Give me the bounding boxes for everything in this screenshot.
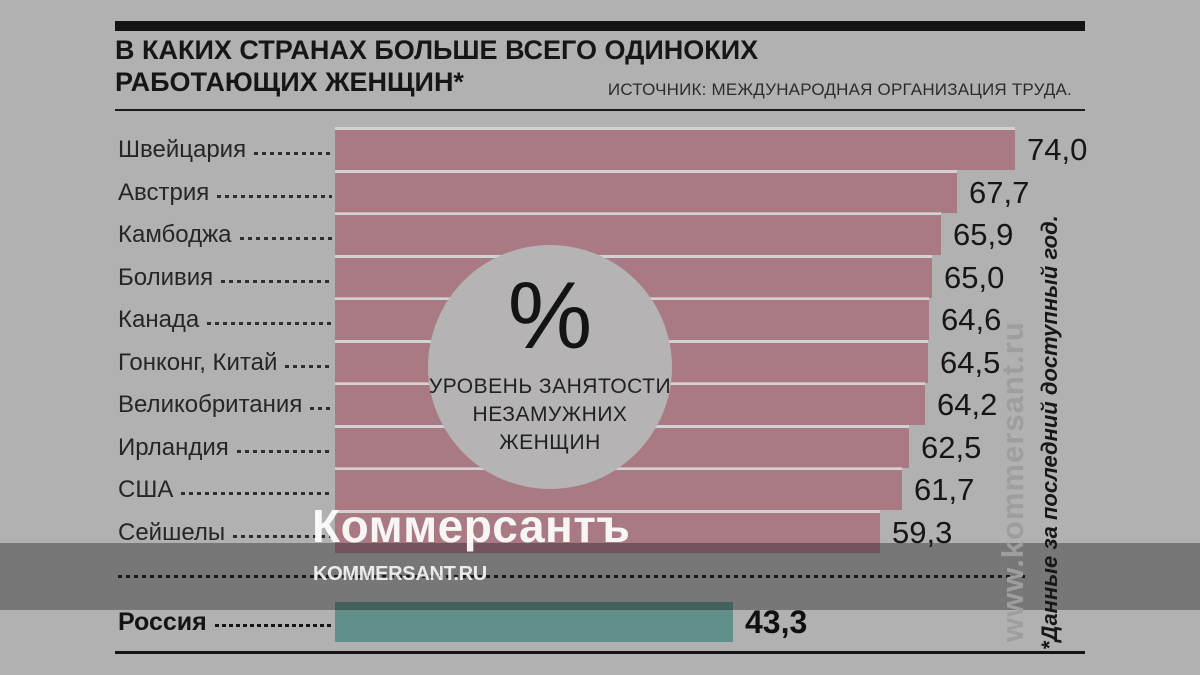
dotted-leader: [233, 535, 332, 538]
country-label: Боливия: [118, 264, 214, 291]
legend-circle: % УРОВЕНЬ ЗАНЯТОСТИ НЕЗАМУЖНИХ ЖЕНЩИН: [428, 245, 672, 489]
value-label: 65,0: [944, 260, 1005, 295]
dotted-leader: [236, 450, 332, 453]
row-label-area: Гонконг, Китай: [118, 343, 332, 383]
bottom-rule: [115, 651, 1085, 654]
country-label: Швейцария: [118, 136, 247, 163]
country-label: Гонконг, Китай: [118, 349, 278, 376]
page-title-line2: РАБОТАЮЩИХ ЖЕНЩИН*: [115, 67, 464, 97]
value-bar: [335, 215, 941, 255]
country-label: США: [118, 476, 174, 503]
legend-caption-line3: ЖЕНЩИН: [499, 431, 601, 454]
country-label: Великобритания: [118, 391, 303, 418]
footnote: *Данные за последний доступный год.: [1037, 215, 1062, 650]
row-label-area: США: [118, 470, 332, 510]
header-top-rule: [115, 21, 1085, 31]
value-label: 62,5: [921, 430, 982, 465]
value-label: 65,9: [953, 217, 1014, 252]
value-label: 67,7: [969, 175, 1030, 210]
value-label: 59,3: [892, 515, 953, 550]
percent-symbol: %: [507, 263, 593, 369]
legend-caption-line1: УРОВЕНЬ ЗАНЯТОСТИ: [428, 375, 672, 398]
row-label-area: Россия: [118, 602, 332, 642]
rank-gap-dotted-line: [118, 575, 1025, 578]
chart-row: США 61,7: [115, 470, 1085, 510]
value-bar: [335, 173, 957, 213]
chart-row: Австрия 67,7: [115, 173, 1085, 213]
value-bar: [335, 130, 1015, 170]
country-label: Сейшелы: [118, 519, 226, 546]
value-label: 64,6: [941, 302, 1002, 337]
country-label: Камбоджа: [118, 221, 232, 248]
chart-row: Сейшелы 59,3: [115, 513, 1085, 553]
value-bar: [335, 513, 880, 553]
row-label-area: Ирландия: [118, 428, 332, 468]
kommersant-logo: Коммерсантъ: [312, 500, 631, 552]
dotted-leader: [239, 237, 332, 240]
dotted-leader: [221, 280, 332, 283]
country-label: Ирландия: [118, 434, 229, 461]
value-label: 64,2: [937, 387, 998, 422]
dotted-leader: [217, 195, 332, 198]
header-bottom-rule: [115, 109, 1085, 111]
chart-row: Россия 43,3: [115, 602, 1085, 642]
value-bar: [335, 470, 902, 510]
value-bar: [335, 602, 733, 642]
kommersant-url-watermark: KOMMERSANT.RU: [313, 563, 487, 585]
row-label-area: Великобритания: [118, 385, 332, 425]
row-label-area: Боливия: [118, 258, 332, 298]
value-label: 43,3: [745, 604, 808, 640]
source-note: ИСТОЧНИК: МЕЖДУНАРОДНАЯ ОРГАНИЗАЦИЯ ТРУД…: [607, 80, 1072, 99]
value-label: 64,5: [940, 345, 1001, 380]
value-label: 61,7: [914, 472, 975, 507]
row-label-area: Сейшелы: [118, 513, 332, 553]
row-label-area: Австрия: [118, 173, 332, 213]
dotted-leader: [214, 624, 332, 627]
row-label-area: Швейцария: [118, 130, 332, 170]
value-label: 74,0: [1027, 132, 1088, 167]
row-label-area: Канада: [118, 300, 332, 340]
country-label: Россия: [118, 607, 207, 636]
row-label-area: Камбоджа: [118, 215, 332, 255]
chart-row: Камбоджа 65,9: [115, 215, 1085, 255]
page-title-line1: В КАКИХ СТРАНАХ БОЛЬШЕ ВСЕГО ОДИНОКИХ: [115, 35, 759, 65]
country-label: Австрия: [118, 179, 210, 206]
country-label: Канада: [118, 306, 200, 333]
side-url-watermark: www.kommersant.ru: [995, 321, 1030, 642]
watermark-band: [0, 543, 1200, 610]
chart-row: Швейцария 74,0: [115, 130, 1088, 170]
dotted-leader: [207, 322, 332, 325]
dotted-leader: [285, 365, 332, 368]
dotted-leader: [254, 152, 332, 155]
dotted-leader: [310, 407, 332, 410]
dotted-leader: [181, 492, 332, 495]
legend-caption-line2: НЕЗАМУЖНИХ: [472, 403, 628, 426]
